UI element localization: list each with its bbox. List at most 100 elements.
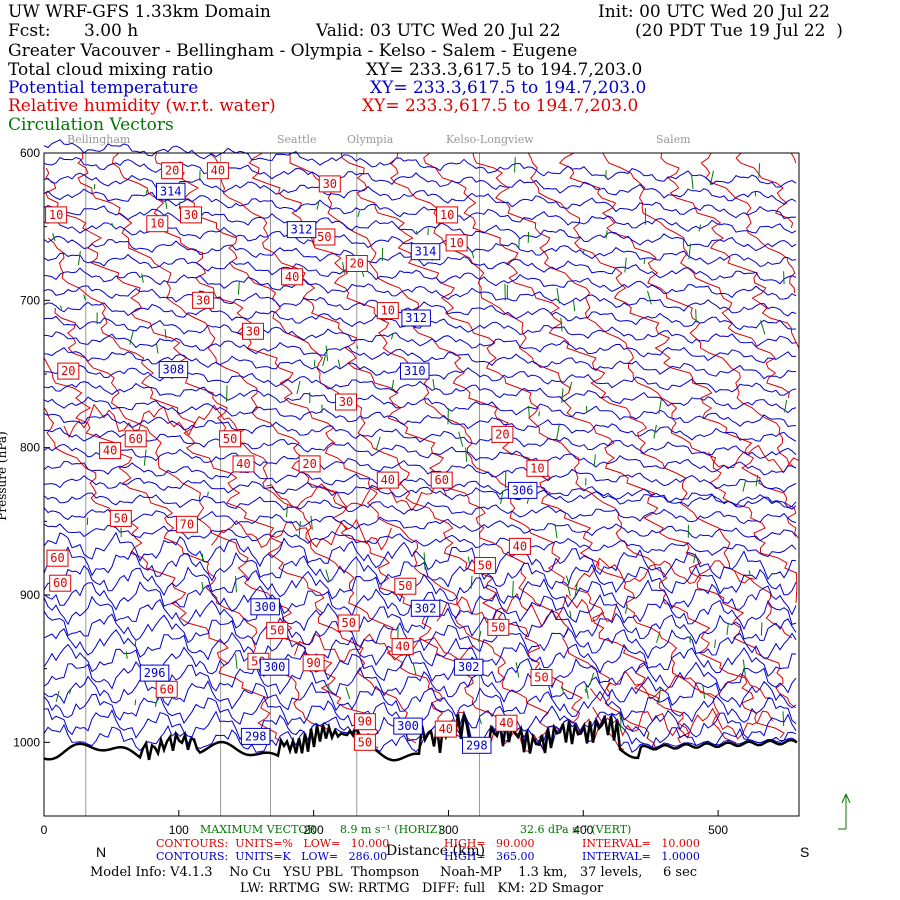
svg-text:40: 40 [285, 270, 299, 284]
circulation-vector-31 [565, 575, 570, 585]
circulation-vector-102 [313, 359, 316, 367]
rh-contour-11 [340, 152, 785, 739]
town-kelso-longview: Kelso-Longview [446, 133, 534, 146]
rh-label-33: 50 [266, 621, 289, 639]
svg-text:10: 10 [530, 461, 544, 475]
circulation-vector-129 [141, 273, 144, 283]
circulation-vector-57 [178, 201, 181, 210]
svg-text:308: 308 [163, 363, 185, 377]
circulation-vector-78 [748, 570, 751, 577]
rh-label-15: 30 [335, 393, 357, 411]
rh-contour-10 [289, 152, 737, 744]
circulation-vector-130 [500, 490, 504, 505]
rh-contour-19 [700, 152, 796, 294]
theta-label-13: 300 [393, 717, 423, 735]
circulation-vector-59 [356, 345, 359, 349]
theta-contour-3 [43, 188, 797, 234]
field-rh-xy: XY= 233.3,617.5 to 194.7,203.0 [362, 96, 639, 116]
rh-contour-17 [602, 152, 790, 399]
svg-text:30: 30 [196, 293, 210, 307]
y-tick-label-900: 900 [20, 588, 40, 602]
circulation-vector-90 [582, 249, 585, 255]
rh-contours-info: CONTOURS: UNITS=% LOW= 10.000 [156, 837, 390, 850]
svg-text:30: 30 [339, 395, 353, 409]
circulation-vector-114 [653, 424, 657, 439]
field-cloud-xy: XY= 233.3,617.5 to 194.7,203.0 [366, 60, 643, 80]
x-axis-label: Distance (km) [386, 843, 486, 859]
rh-label-37: 90 [302, 654, 325, 672]
theta-label-5: 308 [158, 361, 189, 379]
theta-contour-12 [43, 331, 797, 380]
circulation-vector-20 [518, 237, 520, 249]
rh-interval-info: INTERVAL= 10.000 [582, 837, 700, 850]
theta-contour-29 [43, 595, 797, 645]
circulation-vector-64 [470, 575, 473, 589]
rh-contour-4 [45, 167, 456, 729]
rh-contour-16 [558, 152, 796, 469]
circulation-vector-10 [322, 354, 327, 367]
circulation-vector-101 [415, 230, 418, 236]
circulation-vector-49 [584, 688, 587, 694]
circulation-vector-58 [458, 431, 464, 447]
rh-label-22: 10 [526, 459, 549, 477]
circulation-vector-61 [624, 604, 628, 614]
x-tick-label-0: 0 [41, 823, 48, 837]
town-olympia: Olympia [347, 133, 394, 146]
svg-text:30: 30 [246, 324, 260, 338]
svg-text:302: 302 [415, 601, 437, 615]
circulation-vector-112 [560, 317, 563, 332]
field-vectors-name: Circulation Vectors [8, 115, 174, 135]
rh-label-8: 40 [281, 268, 304, 286]
theta-contour-34 [43, 675, 797, 725]
circulation-vector-128 [125, 651, 128, 659]
rh-contour-9 [248, 152, 690, 744]
circulation-vector-66 [375, 436, 381, 451]
rh-contour-7 [154, 152, 584, 724]
rh-label-14: 20 [57, 362, 80, 380]
svg-text:312: 312 [405, 311, 427, 325]
circulation-vector-124 [298, 521, 301, 538]
circulation-vector-111 [656, 630, 661, 643]
rh-label-28: 60 [46, 549, 69, 567]
circulation-vector-72 [695, 309, 697, 323]
circulation-vector-3 [143, 449, 147, 466]
circulation-vector-45 [201, 581, 204, 590]
rh-label-5: 30 [180, 206, 202, 224]
theta-contour-8 [43, 267, 797, 317]
rh-label-39: 60 [155, 680, 178, 698]
end-label-south: S [800, 844, 810, 860]
max-vector-vert: 32.6 dPa s⁻¹ (VERT) [520, 823, 632, 836]
circulation-vector-81 [755, 474, 759, 487]
circulation-vector-27 [55, 690, 60, 702]
town-salem: Salem [656, 133, 691, 146]
theta-contour-20 [43, 461, 797, 508]
theta-label-4: 310 [400, 362, 430, 380]
circulation-vector-125 [337, 359, 341, 369]
town-seattle: Seattle [277, 133, 317, 146]
svg-text:300: 300 [397, 719, 419, 733]
theta-label-10: 302 [453, 658, 484, 676]
rh-contour-1 [43, 357, 332, 734]
circulation-vector-138 [593, 454, 596, 467]
circulation-vector-106 [783, 271, 785, 285]
svg-text:296: 296 [144, 666, 166, 680]
svg-text:40: 40 [513, 539, 527, 553]
rh-label-2: 30 [318, 175, 341, 193]
theta-contour-10 [43, 301, 797, 348]
rh-label-23: 40 [376, 471, 399, 489]
rh-label-25: 50 [109, 509, 132, 527]
theta-interval-info: INTERVAL= 1.0000 [582, 850, 700, 863]
circulation-vector-23 [59, 305, 63, 310]
y-tick-label-800: 800 [20, 441, 40, 455]
rh-label-11: 30 [192, 291, 215, 309]
max-vector-horiz: 8.9 m s⁻¹ (HORIZ) [340, 823, 442, 836]
theta-contour-31 [43, 628, 797, 678]
theta-contour-25 [43, 531, 797, 581]
valid-time: Valid: 03 UTC Wed 20 Jul 22 [316, 21, 561, 41]
theta-contour-4 [43, 205, 797, 252]
rh-contour-21 [790, 152, 797, 164]
svg-text:300: 300 [264, 660, 286, 674]
theta-contour-27 [43, 565, 797, 616]
svg-text:50: 50 [478, 559, 492, 573]
svg-text:298: 298 [466, 738, 488, 752]
